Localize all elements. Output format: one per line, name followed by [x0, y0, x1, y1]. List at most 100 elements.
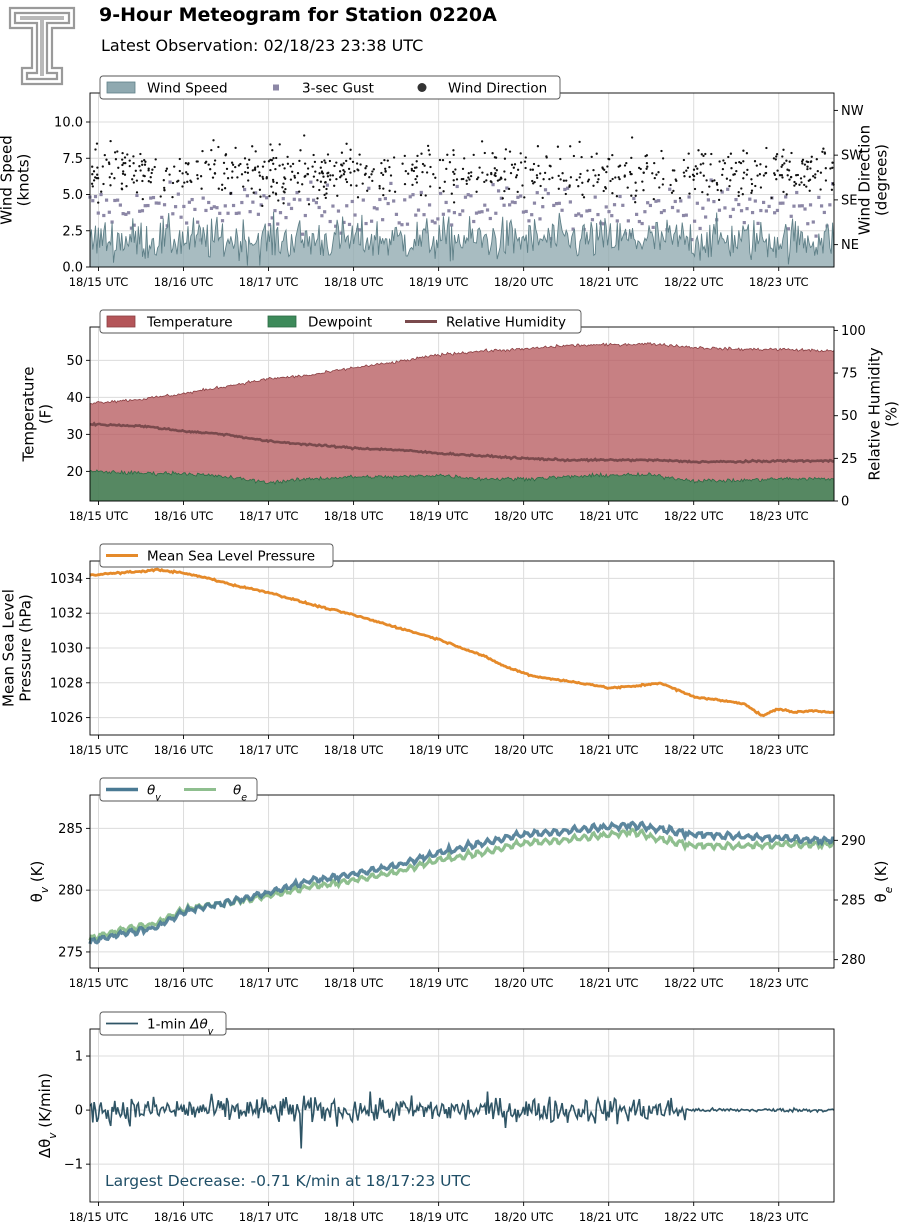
wind-direction-dot — [794, 182, 798, 185]
wind-direction-dot — [806, 165, 809, 168]
y-tick-label: 0.0 — [62, 261, 83, 276]
x-tick-label: 18/18 UTC — [324, 743, 384, 757]
wind-direction-dot — [693, 187, 697, 191]
wind-direction-dot — [338, 170, 342, 173]
wind-direction-dot — [275, 181, 279, 185]
wind-direction-dot — [697, 149, 700, 152]
gust-marker — [527, 219, 531, 223]
wind-direction-dot — [662, 177, 665, 181]
wind-direction-dot — [415, 166, 418, 169]
y-tick-label: 280 — [58, 884, 83, 899]
wind-direction-dot — [669, 183, 672, 187]
gust-marker — [756, 221, 760, 225]
wind-direction-dot — [704, 152, 707, 156]
x-tick-label: 18/18 UTC — [324, 275, 384, 289]
y-tick-label: 1032 — [50, 607, 83, 622]
wind-direction-dot — [364, 167, 367, 170]
wind-direction-dot — [123, 156, 127, 159]
wind-direction-dot — [604, 185, 607, 189]
gust-marker — [102, 213, 106, 218]
wind-direction-dot — [213, 172, 217, 175]
gust-marker — [662, 209, 666, 213]
wind-direction-dot — [578, 140, 581, 144]
wind-direction-dot — [597, 173, 600, 177]
wind-direction-dot — [144, 160, 147, 163]
gust-marker — [328, 219, 332, 224]
gust-marker — [408, 195, 412, 199]
gust-marker — [508, 203, 512, 207]
wind-direction-dot — [711, 180, 714, 183]
gust-marker — [720, 190, 724, 194]
wind-direction-dot — [606, 165, 609, 168]
wind-direction-dot — [493, 167, 496, 170]
wind-direction-dot — [455, 178, 459, 181]
gust-marker — [278, 211, 283, 215]
wind-direction-dot — [788, 160, 791, 163]
gust-marker — [474, 211, 479, 215]
gust-marker — [695, 201, 699, 205]
gust-marker — [532, 201, 537, 205]
gust-marker — [480, 210, 484, 214]
wind-direction-dot — [775, 155, 778, 158]
legend-label: θv — [147, 783, 161, 804]
wind-direction-dot — [740, 187, 743, 190]
wind-direction-dot — [653, 161, 656, 165]
gust-marker — [822, 210, 826, 215]
wind-direction-dot — [776, 169, 779, 172]
gust-marker — [596, 212, 600, 217]
wind-direction-dot — [780, 174, 784, 177]
wind-direction-dot — [750, 178, 753, 181]
wind-direction-dot — [97, 201, 100, 204]
gust-marker — [535, 191, 539, 195]
wind-direction-dot — [750, 191, 753, 195]
wind-direction-dot — [345, 142, 348, 145]
gust-marker — [530, 213, 534, 217]
wind-direction-dot — [572, 154, 576, 158]
gust-marker — [778, 201, 782, 205]
gust-marker — [466, 193, 470, 197]
y-axis-label-line: Mean Sea Level — [0, 589, 18, 707]
wind-direction-dot — [181, 185, 184, 188]
wind-direction-dot — [184, 162, 188, 165]
gust-marker — [179, 215, 183, 219]
wind-direction-dot — [349, 148, 352, 151]
delta-theta-chart: 18/15 UTC 18/16 UTC 18/17 UTC 18/18 UTC 18/1… — [36, 1011, 835, 1224]
wind-direction-dot — [291, 170, 294, 173]
wind-direction-dot — [630, 156, 633, 160]
x-tick-label: 18/17 UTC — [239, 509, 299, 523]
wind-direction-dot — [299, 149, 302, 152]
wind-direction-dot — [496, 179, 500, 182]
wind-direction-dot — [226, 177, 230, 180]
wind-direction-dot — [478, 166, 481, 169]
gust-marker — [632, 196, 636, 201]
wind-direction-dot — [240, 173, 244, 176]
wind-direction-dot — [143, 158, 146, 162]
wind-direction-dot — [557, 174, 560, 178]
gust-marker — [400, 223, 404, 227]
wind-direction-dot — [494, 171, 497, 175]
gust-marker — [96, 211, 100, 215]
wind-direction-dot — [117, 166, 120, 169]
wind-direction-dot — [421, 170, 424, 174]
wind-direction-dot — [140, 160, 144, 163]
gust-marker — [563, 187, 567, 192]
wind-direction-dot — [411, 183, 414, 187]
gust-marker — [309, 180, 313, 184]
wind-direction-dot — [753, 160, 757, 163]
gust-marker — [659, 210, 664, 215]
gust-marker — [121, 212, 125, 216]
gust-marker — [358, 228, 363, 232]
wind-direction-dot — [806, 160, 810, 164]
wind-direction-dot — [694, 165, 697, 168]
wind-direction-dot — [109, 184, 112, 187]
wind-direction-dot — [778, 174, 782, 177]
wind-direction-dot — [121, 158, 124, 161]
wind-direction-dot — [105, 158, 108, 161]
wind-direction-dot — [660, 149, 663, 153]
gust-marker — [601, 222, 606, 226]
wind-direction-dot — [501, 197, 504, 200]
wind-direction-dot — [750, 182, 754, 186]
wind-direction-dot — [685, 169, 688, 172]
gust-marker — [135, 193, 139, 198]
